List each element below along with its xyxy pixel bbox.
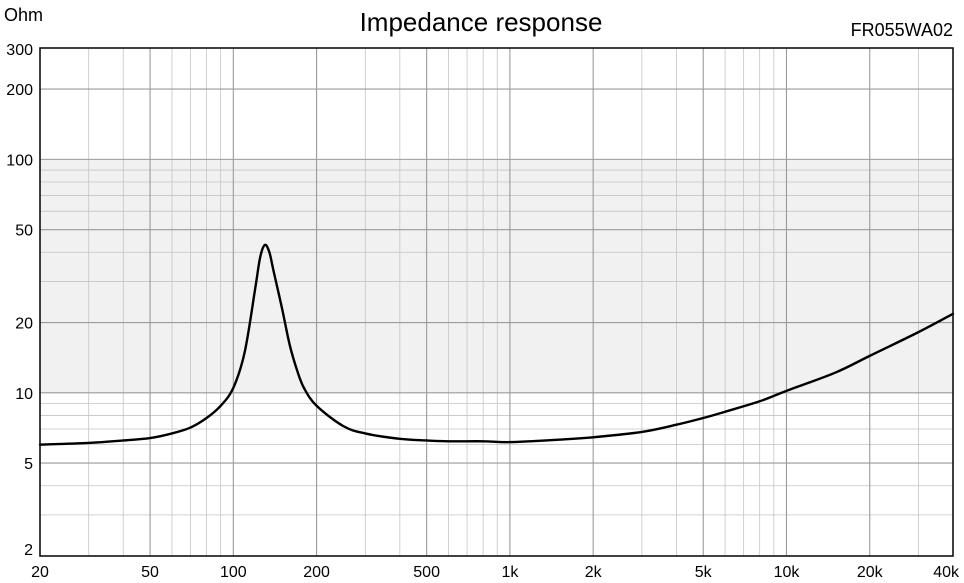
x-tick-label: 200 bbox=[303, 564, 330, 581]
shaded-bands bbox=[40, 159, 953, 393]
impedance-curve bbox=[38, 243, 955, 446]
x-tick-label: 20k bbox=[857, 564, 884, 581]
x-tick-label: 40k bbox=[933, 564, 960, 581]
curve-layer bbox=[38, 243, 955, 446]
y-axis-unit: Ohm bbox=[4, 5, 43, 25]
y-tick-label: 200 bbox=[6, 82, 33, 99]
x-tick-label: 100 bbox=[220, 564, 247, 581]
band-10-100 bbox=[40, 159, 953, 393]
plot-frame bbox=[39, 47, 954, 557]
y-tick-label: 100 bbox=[6, 152, 33, 169]
y-tick-label: 10 bbox=[15, 386, 33, 403]
y-tick-labels: 300 200 100 50 20 10 5 2 bbox=[6, 42, 33, 559]
major-grid bbox=[39, 48, 953, 556]
x-tick-labels: 20 50 100 200 500 1k 2k 5k 10k 20k 40k bbox=[31, 564, 960, 581]
x-tick-label: 20 bbox=[31, 564, 49, 581]
y-tick-label: 20 bbox=[15, 316, 33, 333]
model-label: FR055WA02 bbox=[851, 20, 953, 40]
y-tick-label: 50 bbox=[15, 223, 33, 240]
chart-title: Impedance response bbox=[360, 7, 603, 37]
y-tick-label: 5 bbox=[24, 456, 33, 473]
x-tick-label: 500 bbox=[413, 564, 440, 581]
x-tick-label: 1k bbox=[501, 564, 519, 581]
x-tick-label: 10k bbox=[774, 564, 801, 581]
x-tick-label: 2k bbox=[585, 564, 603, 581]
y-tick-label: 300 bbox=[6, 42, 33, 59]
x-tick-label: 5k bbox=[695, 564, 713, 581]
y-tick-label: 2 bbox=[24, 542, 33, 559]
x-tick-label: 50 bbox=[141, 564, 159, 581]
